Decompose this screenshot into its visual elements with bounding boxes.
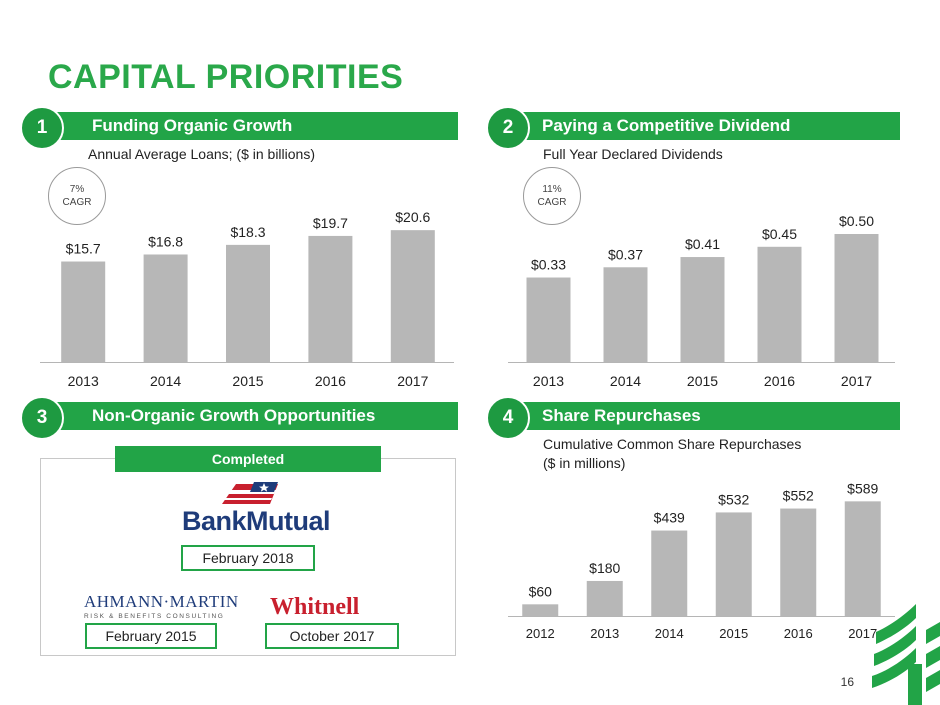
bank-mutual-date: February 2018 [181,545,315,571]
x-tick-2017: 2017 [397,373,428,389]
page-number: 16 [840,675,854,689]
bar-2013 [586,580,623,616]
section-1-title: Funding Organic Growth [92,116,293,135]
x-tick-2015: 2015 [232,373,263,389]
section-2-banner: Paying a Competitive Dividend [502,112,900,140]
bar-2017 [834,234,879,362]
ahmann-martin-logo-tagline: RISK & BENEFITS CONSULTING [84,613,225,620]
cagr-value: 11% [542,184,562,195]
x-tick-2017: 2017 [848,626,877,641]
section-4-number: 4 [486,396,530,440]
whitnell-date: October 2017 [265,623,399,649]
section-2-number: 2 [486,106,530,150]
x-tick-2014: 2014 [610,373,641,389]
x-tick-2014: 2014 [150,373,181,389]
bank-mutual-logo-bank: Bank [182,506,247,536]
cagr-label: CAGR [537,197,567,208]
data-label-2016: $19.7 [313,215,348,231]
data-label-2012: $60 [529,583,553,599]
data-label-2016: $0.45 [762,226,797,242]
section-3-number: 3 [20,396,64,440]
bank-mutual-logo-mutual: Mutual [246,506,331,536]
section-2-subtitle: Full Year Declared Dividends [543,146,723,162]
x-tick-2015: 2015 [687,373,718,389]
bar-2015 [715,512,752,616]
ahmann-martin-logo-name: AHMANN·MARTIN [84,592,239,611]
loans-bar-chart: $15.7 2013 $16.8 2014 $18.3 2015 $19.7 2016 $20.… [40,209,454,389]
ahmann-martin-date: February 2015 [85,623,217,649]
company-tree-logo-icon [872,604,940,705]
data-label-2014: $16.8 [148,233,183,249]
section-1-banner: Funding Organic Growth [40,112,458,140]
data-label-2017: $589 [847,480,878,496]
bar-2013 [61,261,106,362]
data-label-2014: $439 [654,510,685,526]
x-tick-2012: 2012 [526,626,555,641]
x-tick-2017: 2017 [841,373,872,389]
cagr-value: 7% [69,184,85,195]
section-4-subtitle-line2: ($ in millions) [543,455,626,471]
data-label-2013: $15.7 [66,241,101,257]
cagr-label: CAGR [62,197,92,208]
data-label-2015: $532 [718,491,749,507]
section-4-title: Share Repurchases [542,406,701,425]
bar-2014 [651,530,688,616]
completed-label: Completed [115,446,381,472]
x-tick-2013: 2013 [533,373,564,389]
data-label-2013: $180 [589,560,620,576]
section-2-title: Paying a Competitive Dividend [542,116,791,135]
data-label-2017: $20.6 [395,209,430,225]
data-label-2013: $0.33 [531,257,566,273]
x-tick-2016: 2016 [784,626,813,641]
section-1-number: 1 [20,106,64,150]
x-tick-2013: 2013 [590,626,619,641]
data-label-2014: $0.37 [608,246,643,262]
section-3-banner: Non-Organic Growth Opportunities [40,402,458,430]
bank-mutual-flag-icon [222,482,278,504]
bar-2017 [390,230,435,362]
data-label-2015: $0.41 [685,236,720,252]
dividends-bar-chart: $0.33 2013 $0.37 2014 $0.41 2015 $0.45 2016 $0.5… [508,213,895,389]
bank-mutual-logo: BankMutual [182,506,331,537]
bar-2012 [522,604,559,616]
section-4-banner: Share Repurchases [502,402,900,430]
bar-2015 [680,257,725,362]
bar-2016 [757,246,802,362]
page-title: CAPITAL PRIORITIES [48,58,404,96]
repurchases-bar-chart: $60 2012 $180 2013 $439 2014 $532 2015 $552 2016 $… [508,480,895,641]
section-1-cagr-badge: 7% CAGR [48,167,106,225]
section-1-subtitle: Annual Average Loans; ($ in billions) [88,146,316,162]
bar-2013 [526,277,571,362]
data-label-2016: $552 [783,488,814,504]
bar-2017 [844,501,881,616]
ahmann-martin-logo: AHMANN·MARTIN RISK & BENEFITS CONSULTING [84,592,239,620]
bar-2015 [226,244,270,362]
x-tick-2016: 2016 [764,373,795,389]
bar-2016 [780,508,817,616]
bar-2014 [603,267,648,362]
x-tick-2016: 2016 [315,373,346,389]
data-label-2017: $0.50 [839,213,874,229]
section-2-cagr-badge: 11% CAGR [523,167,581,225]
x-tick-2015: 2015 [719,626,748,641]
section-4-subtitle-line1: Cumulative Common Share Repurchases [543,436,802,452]
bar-2014 [143,254,188,362]
bar-2016 [308,235,353,362]
data-label-2015: $18.3 [230,224,265,240]
x-tick-2014: 2014 [655,626,684,641]
whitnell-logo: Whitnell [270,594,360,620]
section-3-title: Non-Organic Growth Opportunities [92,406,376,425]
x-tick-2013: 2013 [68,373,99,389]
